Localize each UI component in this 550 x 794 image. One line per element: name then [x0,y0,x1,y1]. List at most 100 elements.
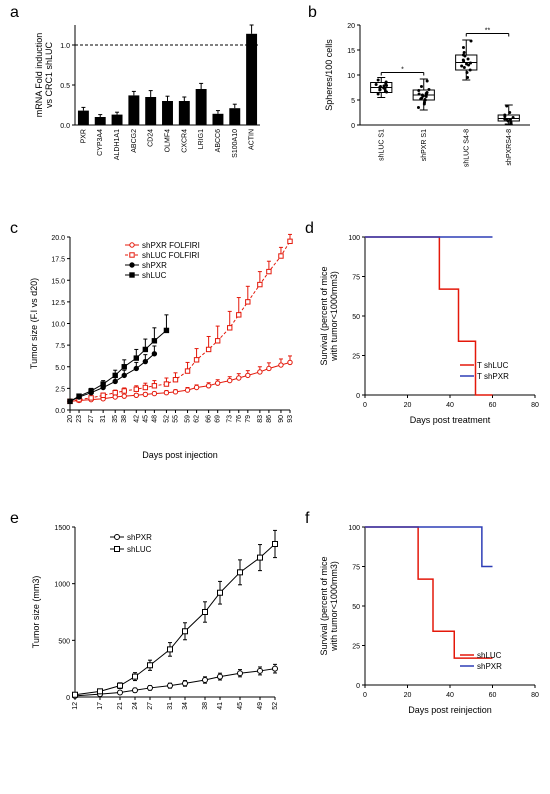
svg-text:0: 0 [356,393,360,400]
svg-text:PXR: PXR [80,129,87,143]
svg-text:20: 20 [67,415,74,423]
svg-text:10: 10 [347,73,355,80]
svg-text:**: ** [485,28,491,35]
svg-text:38: 38 [121,415,128,423]
svg-text:27: 27 [88,415,95,423]
svg-text:shLUC FOLFIRI: shLUC FOLFIRI [142,251,199,260]
svg-text:ACTIN: ACTIN [249,129,256,150]
panel-c: 0.02.55.07.510.012.515.017.520.020232731… [25,232,295,462]
svg-text:1000: 1000 [54,582,70,589]
svg-text:shLUC S1: shLUC S1 [378,129,385,161]
svg-text:40: 40 [446,692,454,699]
panel-b: 0 5 10 15 20 shLUC S1 shPXR S1 shLUC S4-8 shPXRS… [320,20,535,180]
svg-text:20: 20 [404,692,412,699]
svg-text:shPXR: shPXR [142,261,167,270]
panel-f: 0255075100020406080shLUCshPXRSurvival (p… [315,522,540,717]
svg-text:ABCG2: ABCG2 [131,129,138,153]
panel-a: 0.00.51.0PXRCYP3A4ALDH1A1ABCG2CD24OLMF4C… [30,20,265,180]
panel-a-label: a [10,4,19,22]
svg-text:mRNA Fold induction: mRNA Fold induction [34,33,44,118]
svg-text:83: 83 [257,415,264,423]
svg-text:shLUC: shLUC [142,271,167,280]
svg-text:12.5: 12.5 [51,300,65,307]
svg-text:52: 52 [272,702,279,710]
svg-text:0.0: 0.0 [60,123,70,130]
svg-text:CD24: CD24 [148,129,155,147]
svg-text:23: 23 [76,415,83,423]
svg-text:0.5: 0.5 [60,83,70,90]
svg-text:2.5: 2.5 [55,386,65,393]
svg-text:42: 42 [133,415,140,423]
panel-e-label: e [10,510,19,528]
svg-text:80: 80 [531,692,539,699]
panel-d: 0255075100020406080T shLUCT shPXRSurviva… [315,232,540,427]
svg-text:49: 49 [257,702,264,710]
svg-text:20: 20 [347,23,355,30]
svg-text:76: 76 [236,415,243,423]
svg-text:75: 75 [352,565,360,572]
svg-text:CYP3A4: CYP3A4 [97,129,104,156]
svg-text:S100A10: S100A10 [232,129,239,158]
svg-text:31: 31 [100,415,107,423]
svg-text:vs CRC1 shLUC: vs CRC1 shLUC [44,41,54,108]
svg-text:17.5: 17.5 [51,257,65,264]
svg-text:CXCR4: CXCR4 [181,129,188,153]
svg-text:80: 80 [531,402,539,409]
panel-b-label: b [308,4,317,22]
panel-f-label: f [305,510,309,528]
svg-text:shLUC S4-8: shLUC S4-8 [463,129,470,167]
svg-text:shPXR S1: shPXR S1 [421,129,428,161]
svg-text:shLUC: shLUC [127,545,152,554]
panel-c-label: c [10,220,18,238]
svg-text:45: 45 [142,415,149,423]
svg-text:1500: 1500 [54,525,70,532]
svg-text:25: 25 [352,354,360,361]
svg-text:0: 0 [363,692,367,699]
panel-d-label: d [305,220,314,238]
svg-text:17: 17 [97,702,104,710]
svg-text:shPXR: shPXR [477,662,502,671]
svg-text:100: 100 [348,525,360,532]
svg-text:69: 69 [215,415,222,423]
svg-text:38: 38 [202,702,209,710]
svg-text:20.0: 20.0 [51,235,65,242]
svg-text:0.0: 0.0 [55,408,65,415]
svg-text:59: 59 [185,415,192,423]
svg-text:50: 50 [352,604,360,611]
svg-text:5: 5 [351,98,355,105]
svg-text:Days post injection: Days post injection [142,450,218,460]
svg-text:75: 75 [352,275,360,282]
survival-chart-f: 0255075100020406080shLUCshPXRSurvival (p… [315,522,540,717]
svg-text:7.5: 7.5 [55,343,65,350]
svg-text:55: 55 [172,415,179,423]
svg-text:90: 90 [278,415,285,423]
svg-text:60: 60 [489,402,497,409]
svg-text:1.0: 1.0 [60,43,70,50]
svg-text:ABCC6: ABCC6 [215,129,222,152]
svg-text:with tumor<1000mm3): with tumor<1000mm3) [329,271,339,362]
svg-text:Survival (percent of mice: Survival (percent of mice [319,556,329,655]
svg-text:25: 25 [352,644,360,651]
svg-text:5.0: 5.0 [55,365,65,372]
svg-text:52: 52 [163,415,170,423]
svg-text:20: 20 [404,402,412,409]
svg-text:shPXRS4-8: shPXRS4-8 [506,129,513,166]
svg-text:31: 31 [167,702,174,710]
svg-text:48: 48 [151,415,158,423]
svg-text:*: * [401,67,404,74]
svg-text:LRIG1: LRIG1 [198,129,205,149]
svg-text:45: 45 [237,702,244,710]
svg-text:OLMF4: OLMF4 [165,129,172,152]
svg-text:12: 12 [72,702,79,710]
svg-text:0: 0 [351,123,355,130]
svg-text:79: 79 [245,415,252,423]
svg-text:34: 34 [182,702,189,710]
svg-text:0: 0 [363,402,367,409]
svg-text:Tumor size (mm3): Tumor size (mm3) [31,576,41,649]
svg-text:86: 86 [266,415,273,423]
svg-text:40: 40 [446,402,454,409]
svg-text:15: 15 [347,48,355,55]
survival-chart-d: 0255075100020406080T shLUCT shPXRSurviva… [315,232,540,427]
svg-text:100: 100 [348,235,360,242]
line-chart-c: 0.02.55.07.510.012.515.017.520.020232731… [25,232,295,462]
